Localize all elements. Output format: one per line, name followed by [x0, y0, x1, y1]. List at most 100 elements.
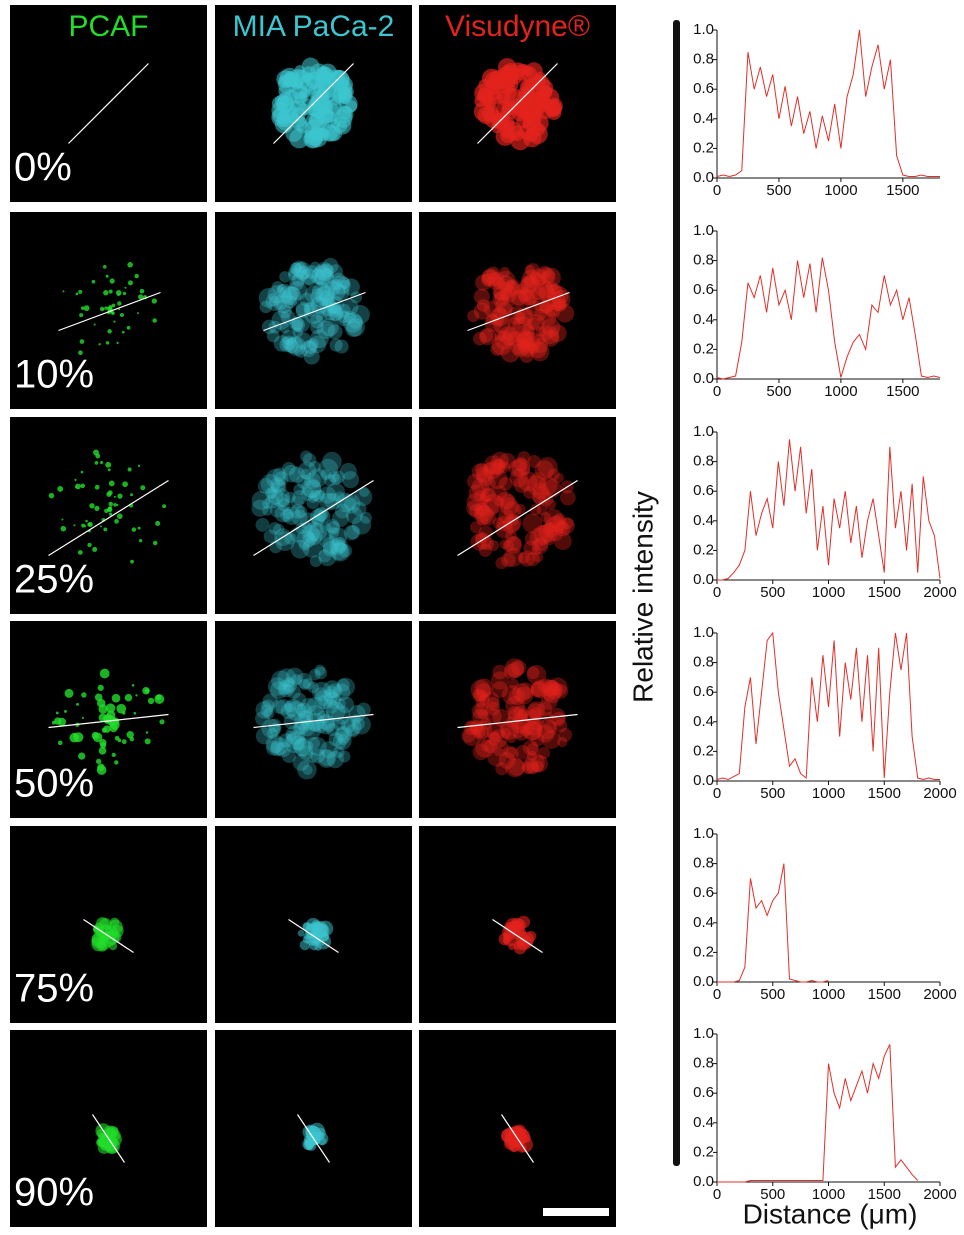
cell [307, 752, 319, 763]
cell [273, 523, 285, 536]
cell [493, 458, 506, 471]
cell [309, 261, 321, 273]
spot [64, 709, 67, 713]
cell [501, 552, 516, 568]
cell [343, 525, 360, 541]
profile-line [83, 918, 134, 954]
x-tick-label: 0 [713, 584, 721, 601]
cell [251, 499, 269, 517]
row-label: 50% [14, 762, 94, 806]
profile-plots: 0.0 0.2 0.4 0.6 0.8 1.0 0 500 1000 1500 0.0 0.2 0.4 0… [693, 21, 957, 1203]
cell [501, 685, 522, 705]
cell [302, 678, 315, 690]
intensity-line [716, 257, 941, 380]
cell [541, 267, 561, 288]
cell [302, 721, 321, 740]
cell [298, 711, 312, 724]
cell [304, 1138, 314, 1148]
intensity-line [716, 29, 940, 178]
cell [268, 522, 281, 535]
cell [541, 729, 561, 749]
spot [155, 694, 162, 701]
cell [255, 727, 273, 745]
cell [298, 539, 311, 551]
cell [338, 544, 353, 558]
spot [57, 717, 67, 727]
cell [309, 489, 321, 501]
cell [494, 329, 507, 342]
cell [313, 719, 328, 734]
cell [517, 928, 527, 938]
cell [553, 472, 564, 483]
spot [116, 503, 119, 507]
spot [79, 339, 85, 344]
spot [105, 341, 110, 345]
x-tick-label: 0 [713, 986, 721, 1003]
cell [530, 472, 547, 489]
spot [60, 525, 67, 532]
spot [98, 746, 107, 755]
cell [471, 478, 490, 496]
cell [517, 682, 535, 700]
cell [311, 282, 331, 302]
cell [255, 711, 270, 727]
cell [495, 762, 509, 776]
profile-line [273, 63, 354, 144]
cell [323, 698, 339, 714]
cell [324, 492, 342, 510]
cell [307, 1135, 317, 1144]
cell [292, 754, 310, 771]
cell [461, 728, 476, 743]
spot [122, 481, 128, 488]
cell [300, 340, 317, 357]
profile-line [58, 291, 161, 332]
spot [97, 763, 105, 771]
cell [258, 288, 279, 308]
spot [78, 752, 86, 760]
cell [473, 504, 494, 525]
cell [314, 666, 328, 680]
cell [300, 268, 317, 285]
cell [306, 712, 325, 732]
cell [291, 509, 308, 526]
cell [262, 505, 273, 516]
cell [323, 691, 342, 709]
cell [525, 552, 540, 567]
cell [283, 338, 299, 353]
spot [137, 526, 141, 530]
spot [108, 480, 115, 487]
cell [524, 275, 537, 287]
cell [515, 333, 534, 351]
intensity-line [716, 631, 940, 781]
cell [274, 115, 293, 134]
cell [474, 678, 494, 698]
x-tick-label: 500 [760, 1186, 785, 1203]
cell [537, 746, 551, 760]
cell [547, 468, 560, 481]
cell [518, 550, 535, 567]
spot [100, 525, 103, 528]
cell [327, 683, 343, 698]
x-tick-label: 1000 [812, 986, 845, 1003]
y-tick-label: 0.6 [693, 683, 714, 700]
cell [311, 922, 328, 939]
spot [117, 513, 123, 520]
cell [309, 921, 324, 936]
cell [516, 283, 528, 296]
cell [538, 523, 558, 543]
spot [73, 524, 76, 527]
cell [489, 458, 506, 475]
spot [139, 288, 145, 294]
cell [472, 688, 486, 702]
cell [295, 265, 307, 277]
cell [294, 345, 308, 358]
cell [558, 728, 573, 742]
cell [533, 296, 548, 312]
cell [303, 479, 322, 498]
cell [537, 281, 555, 299]
spot [138, 294, 144, 300]
cell [537, 265, 552, 280]
profile-line [253, 713, 374, 729]
micrograph [215, 417, 412, 614]
cell [499, 452, 516, 469]
